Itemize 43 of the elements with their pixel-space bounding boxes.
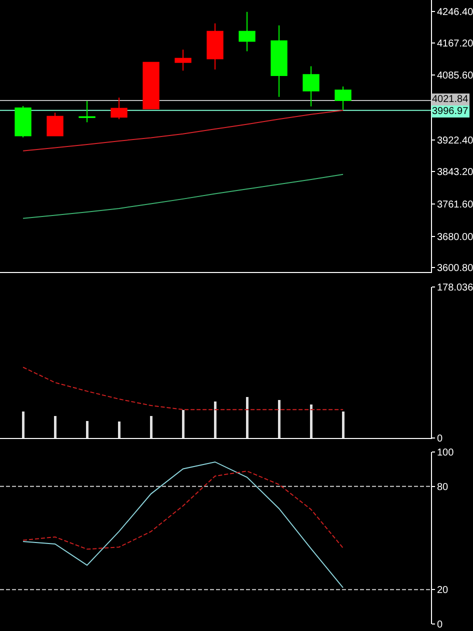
line-series (22, 174, 344, 219)
y-tick-label: 100 (437, 448, 454, 458)
bar (182, 410, 184, 438)
candlestick (142, 61, 160, 110)
line-series (22, 470, 344, 550)
candlestick (270, 24, 288, 98)
y-tick-label: 4085.60 (437, 70, 473, 82)
candlestick (110, 97, 128, 120)
y-tick-label: 80 (437, 482, 449, 493)
y-tick-label: 0 (437, 620, 443, 630)
y-tick-label: 0 (437, 434, 443, 444)
candlestick (334, 86, 352, 110)
bar (150, 416, 152, 438)
bar (214, 402, 216, 438)
y-tick-label: 3600.80 (437, 263, 473, 274)
bar (54, 416, 56, 438)
bar (310, 404, 312, 438)
candlestick (206, 22, 224, 70)
y-tick-label: 4167.20 (437, 38, 473, 50)
bar (342, 411, 344, 438)
bar (246, 396, 248, 438)
y-tick-label: 4246.40 (437, 6, 473, 18)
ref-line-label: 3996.97 (432, 106, 469, 117)
candlestick (302, 66, 320, 107)
ref-line-label: 4021.84 (432, 94, 469, 105)
y-tick-label: 3761.60 (437, 199, 473, 210)
y-tick-label: 3680.00 (437, 232, 473, 243)
candlestick (174, 49, 192, 72)
y-tick-label: 3843.20 (437, 166, 473, 178)
candlestick (78, 100, 96, 123)
candlestick (238, 11, 256, 52)
line-series (22, 366, 344, 410)
y-tick-label: 178.036 (437, 282, 473, 294)
bar (278, 400, 280, 438)
y-tick-label: 20 (437, 585, 449, 596)
candlestick (14, 106, 32, 138)
bar (86, 420, 88, 438)
line-series (22, 110, 344, 152)
bar (118, 421, 120, 438)
line-series (22, 461, 344, 588)
y-tick-label: 3922.40 (437, 136, 473, 147)
bar (22, 411, 24, 438)
candlestick (46, 112, 64, 137)
